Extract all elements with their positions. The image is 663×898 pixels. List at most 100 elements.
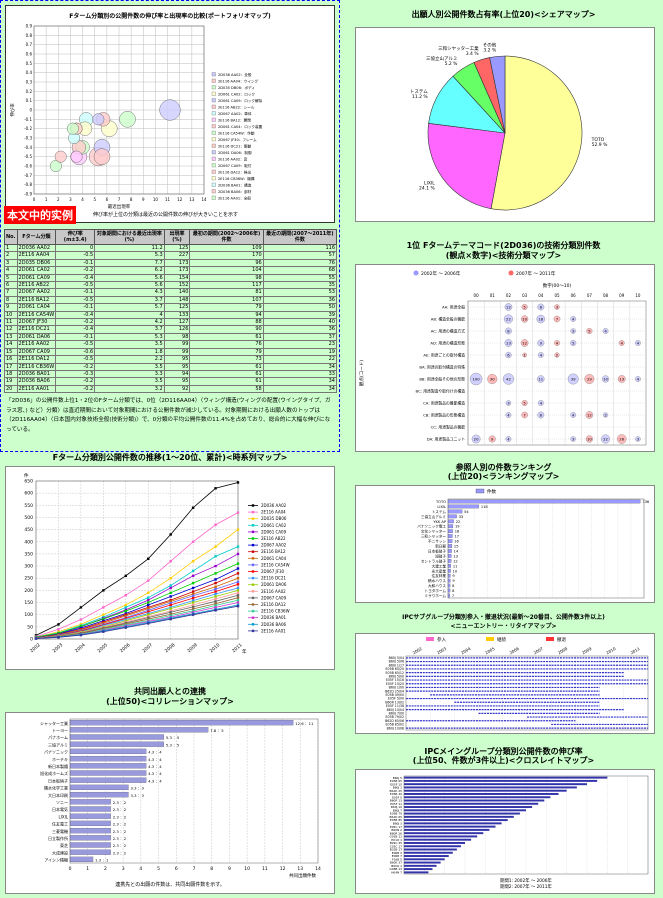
tech-row-label: AA: 用途全般 bbox=[442, 305, 465, 310]
pie-slice-value: 52.9 % bbox=[592, 142, 608, 148]
bubble-legend-label: 2D061 DA06：制御 bbox=[218, 150, 252, 155]
bubble-point bbox=[71, 151, 83, 163]
ts-legend-label: 2D067 CA09 bbox=[261, 595, 287, 600]
ts-point bbox=[169, 618, 171, 620]
ts-point bbox=[169, 607, 171, 609]
ipc-year-label: 2007 bbox=[533, 646, 545, 656]
coapp-category-label: 日本板硝子 bbox=[48, 777, 68, 783]
pie-slice-value: 11.2 % bbox=[412, 94, 428, 100]
tech-column-label: 07 bbox=[587, 293, 593, 298]
tech-bubble-value: 12 bbox=[587, 413, 592, 418]
table-cell: 18 bbox=[5, 370, 18, 377]
coapp-bar bbox=[70, 842, 111, 847]
ranking-value-label: 22 bbox=[456, 520, 461, 524]
ts-legend-marker bbox=[252, 504, 254, 506]
bubble-ytick: 0.8 bbox=[26, 33, 33, 38]
tech-legend-label: 2007年 〜 2011年 bbox=[516, 270, 556, 277]
ts-legend-marker bbox=[252, 630, 254, 632]
ts-point bbox=[214, 578, 216, 580]
ranking-value-label: 13 bbox=[453, 554, 458, 558]
tech-plot-border bbox=[468, 301, 646, 445]
bubble-legend-swatch bbox=[212, 112, 216, 116]
table-cell: 2D061 DA06 bbox=[17, 333, 56, 340]
table-cell: 39 bbox=[263, 311, 336, 318]
ranking-legend-label: 件数 bbox=[487, 488, 496, 495]
table-cell: -0.5 bbox=[56, 282, 95, 289]
table-cell: -0.6 bbox=[56, 348, 95, 355]
bubble-ytick: 0.4 bbox=[26, 70, 33, 75]
table-row: 192D036 BA06-0.23.5956134 bbox=[5, 378, 337, 385]
tech-ylabel: 観点(コード) bbox=[358, 360, 365, 386]
coapp-note: 連携先との出願の件数は、共同出願件数を示す。 bbox=[115, 881, 224, 888]
coapp-subtitle: (上位50)<コリレーションマップ> bbox=[0, 696, 340, 707]
bubble-point bbox=[119, 111, 135, 127]
bubble-point bbox=[55, 151, 67, 163]
ts-point bbox=[57, 628, 59, 630]
ts-point bbox=[57, 623, 59, 625]
table-cell: 68 bbox=[263, 267, 336, 274]
tech-row-label: CC: 用途製品の機能 bbox=[431, 425, 466, 430]
coapp-xtick: 9 bbox=[228, 866, 231, 872]
table-cell: 9 bbox=[5, 304, 18, 311]
ts-point bbox=[192, 613, 194, 615]
tech-row-label: AB: 構造全般の機能 bbox=[431, 317, 465, 322]
ts-legend-label: 2E116 AA01 bbox=[261, 628, 286, 633]
ts-xtick: 2002 bbox=[29, 642, 42, 654]
bubble-ytick: -0.4 bbox=[24, 145, 32, 150]
table-cell: 127 bbox=[164, 319, 190, 326]
ts-ytick: 650 bbox=[24, 479, 33, 485]
table-cell: 23 bbox=[263, 341, 336, 348]
tech-bubble-value: 39 bbox=[571, 377, 576, 382]
coapp-value-label: 2.3 ：2 bbox=[113, 829, 127, 834]
bubble-legend-label: 2D061 CA09：ロック解除 bbox=[218, 98, 263, 103]
ranking-bar bbox=[448, 584, 450, 587]
table-cell: 3.5 bbox=[95, 363, 165, 370]
ts-point bbox=[237, 577, 239, 579]
ranking-category-label: トヨタホーム bbox=[425, 588, 447, 593]
bubble-legend-label: 2D067 JF30：フレーム bbox=[218, 137, 257, 142]
table-cell: 154 bbox=[164, 274, 190, 281]
tech-legend-marker bbox=[414, 271, 419, 276]
ts-xtick: 2010 bbox=[209, 642, 222, 654]
table-cell: 5.3 bbox=[95, 252, 165, 259]
table-cell: 5.6 bbox=[95, 274, 165, 281]
coapp-xtick: 7 bbox=[193, 866, 196, 872]
growth-subtitle: (上位50、件数が3件以上)<クロスレイトマップ> bbox=[344, 755, 663, 766]
table-cell: -0.1 bbox=[56, 259, 95, 266]
coapp-xtick: 13 bbox=[297, 866, 303, 872]
ts-xtick: 2009 bbox=[186, 642, 199, 654]
table-cell: 61 bbox=[190, 363, 263, 370]
table-cell: 2E116 DA12 bbox=[17, 356, 56, 363]
table-header-3: 対象期間における最近出現率(%) bbox=[95, 230, 165, 245]
table-cell: 98 bbox=[164, 333, 190, 340]
pie-slice-label: 三和シヤッター工業 bbox=[438, 45, 479, 52]
ts-legend-marker bbox=[252, 537, 254, 539]
table-cell: -0.1 bbox=[56, 304, 95, 311]
ipc-box: 参入継続撤退2002200320042005200620072008200920… bbox=[355, 633, 655, 734]
table-row: 152D067 CA09-0.61.8997919 bbox=[5, 348, 337, 355]
growth-bar bbox=[404, 822, 502, 824]
ts-ytick: 0 bbox=[30, 637, 33, 643]
coapp-value-label: 4.3 ：4 bbox=[148, 771, 162, 776]
growth-bar bbox=[404, 829, 489, 831]
ts-ytick: 300 bbox=[24, 564, 33, 570]
ts-legend-label: 2E116 CB36W bbox=[261, 609, 290, 614]
bubble-legend-swatch bbox=[212, 196, 216, 200]
bubble-xtick: 7 bbox=[118, 197, 121, 202]
ts-ytick: 200 bbox=[24, 588, 33, 594]
table-cell: 94 bbox=[190, 311, 263, 318]
ts-point bbox=[214, 545, 216, 547]
ts-point bbox=[237, 594, 239, 596]
ranking-bar bbox=[448, 549, 452, 552]
bubble-ytick: -0.7 bbox=[24, 173, 32, 178]
ts-point bbox=[147, 558, 149, 560]
growth-bar bbox=[404, 816, 514, 818]
ipc-legend-label: 撤退 bbox=[557, 636, 566, 643]
tech-bubble-value: 18 bbox=[538, 317, 543, 322]
bubble-legend-label: 2D067 CA09：取付 bbox=[218, 163, 252, 168]
ts-legend-marker bbox=[252, 577, 254, 579]
ts-point bbox=[192, 575, 194, 577]
ranking-category-label: 三協立山アルミ bbox=[421, 514, 446, 519]
tech-row-label: DA: 用途製品ユニット bbox=[427, 437, 465, 442]
ipc-row-label: B60J 10/08 bbox=[387, 726, 404, 730]
